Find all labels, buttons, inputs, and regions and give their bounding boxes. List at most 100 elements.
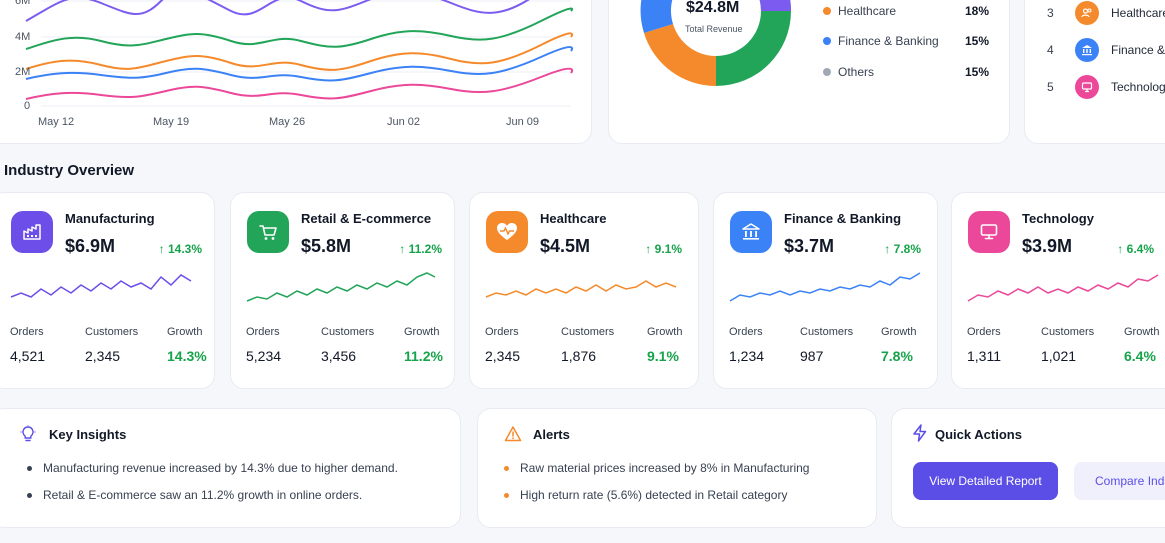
legend-dot bbox=[823, 68, 831, 76]
arrow-up-icon: ↑ bbox=[884, 242, 894, 256]
ranking-label: Healthcare bbox=[1111, 6, 1165, 20]
stat-label-customers: Customers bbox=[85, 326, 139, 338]
stat-customers: 3,456 bbox=[321, 348, 357, 364]
industry-card-manufacturing[interactable]: Manufacturing $6.9M ↑ 14.3% Orders Custo… bbox=[0, 192, 215, 389]
stat-label-orders: Orders bbox=[729, 326, 763, 338]
stat-customers: 2,345 bbox=[85, 348, 121, 364]
industry-growth-badge: ↑ 11.2% bbox=[399, 242, 442, 256]
legend-dot bbox=[823, 7, 831, 15]
revenue-distribution-card: $24.8M Total Revenue Healthcare 18% Fina… bbox=[608, 0, 1010, 144]
stat-label-customers: Customers bbox=[1041, 326, 1095, 338]
stat-growth: 14.3% bbox=[167, 348, 207, 364]
stat-label-orders: Orders bbox=[246, 326, 280, 338]
heart-icon bbox=[486, 211, 528, 253]
arrow-up-icon: ↑ bbox=[1117, 242, 1127, 256]
growth-value: 11.2% bbox=[408, 242, 442, 256]
cart-icon bbox=[247, 211, 289, 253]
alert-text: Raw material prices increased by 8% in M… bbox=[520, 461, 810, 475]
panel-title: Key Insights bbox=[49, 427, 127, 442]
stat-label-growth: Growth bbox=[167, 326, 203, 338]
sparkline-path bbox=[485, 280, 677, 298]
stat-label-orders: Orders bbox=[967, 326, 1001, 338]
sparkline-path bbox=[967, 274, 1159, 302]
bank-icon bbox=[730, 211, 772, 253]
sparkline bbox=[485, 280, 677, 298]
revenue-trend-chart bbox=[25, 0, 574, 107]
industry-card-finance[interactable]: Finance & Banking $3.7M ↑ 7.8% Orders Cu… bbox=[713, 192, 938, 389]
growth-value: 9.1% bbox=[654, 242, 682, 256]
view-detailed-report-button[interactable]: View Detailed Report bbox=[913, 462, 1058, 500]
lightning-icon bbox=[912, 424, 928, 447]
stat-label-growth: Growth bbox=[1124, 326, 1160, 338]
rank-number: 3 bbox=[1047, 6, 1054, 20]
stat-label-orders: Orders bbox=[485, 326, 519, 338]
industry-card-technology[interactable]: Technology $3.9M ↑ 6.4% Orders Customers… bbox=[951, 192, 1165, 389]
stat-label-orders: Orders bbox=[10, 326, 44, 338]
industry-card-retail[interactable]: Retail & E-commerce $5.8M ↑ 11.2% Orders… bbox=[230, 192, 455, 389]
growth-value: 6.4% bbox=[1126, 242, 1154, 256]
revenue-trend-card: 6M 4M 2M 0 May 12 May 19 May 26 Jun 02 J… bbox=[0, 0, 592, 144]
quick-actions-panel: Quick Actions View Detailed Report Compa… bbox=[891, 408, 1165, 528]
ranking-item[interactable]: 4 Finance & B bbox=[1047, 38, 1165, 62]
arrow-up-icon: ↑ bbox=[399, 242, 409, 256]
rank-number: 4 bbox=[1047, 43, 1054, 57]
sparkline-path bbox=[10, 274, 192, 298]
sparkline-path bbox=[729, 272, 921, 302]
alert-item: Raw material prices increased by 8% in M… bbox=[504, 461, 809, 475]
legend-label: Healthcare bbox=[838, 4, 897, 18]
industry-revenue: $6.9M bbox=[65, 236, 116, 256]
growth-value: 14.3% bbox=[167, 242, 202, 256]
industry-name: Finance & Banking bbox=[784, 211, 902, 226]
stat-orders: 2,345 bbox=[485, 348, 521, 364]
x-tick: May 19 bbox=[153, 116, 190, 128]
alert-text: High return rate (5.6%) detected in Reta… bbox=[520, 488, 788, 502]
arrow-up-icon: ↑ bbox=[158, 242, 168, 256]
donut-chart bbox=[640, 0, 791, 87]
rank-number: 5 bbox=[1047, 80, 1054, 94]
trend-line-healthcare bbox=[25, 32, 574, 71]
compare-industries-button[interactable]: Compare Indu bbox=[1074, 462, 1165, 500]
monitor-icon bbox=[968, 211, 1010, 253]
donut-segment-finance bbox=[640, 0, 673, 33]
stat-label-growth: Growth bbox=[881, 326, 917, 338]
industry-growth-badge: ↑ 6.4% bbox=[1117, 242, 1154, 256]
alerts-panel: Alerts Raw material prices increased by … bbox=[477, 408, 877, 528]
bullet-dot bbox=[504, 465, 509, 471]
industry-card-healthcare[interactable]: Healthcare $4.5M ↑ 9.1% Orders Customers… bbox=[469, 192, 699, 389]
x-tick: Jun 02 bbox=[387, 116, 421, 128]
arrow-up-icon: ↑ bbox=[645, 242, 655, 256]
ranking-label: Finance & B bbox=[1111, 43, 1165, 57]
legend-label: Others bbox=[838, 65, 875, 79]
x-tick: May 26 bbox=[269, 116, 306, 128]
legend-pct: 18% bbox=[965, 4, 990, 18]
stat-label-growth: Growth bbox=[404, 326, 440, 338]
users-icon bbox=[1075, 1, 1099, 25]
stat-growth: 6.4% bbox=[1124, 348, 1156, 364]
warning-icon bbox=[504, 425, 522, 448]
insight-item: Manufacturing revenue increased by 14.3%… bbox=[27, 461, 398, 475]
trend-line-finance bbox=[25, 46, 574, 82]
x-tick: Jun 09 bbox=[506, 116, 540, 128]
donut-center-label: Total Revenue bbox=[685, 24, 743, 34]
y-tick: 4M bbox=[15, 31, 31, 43]
factory-icon bbox=[11, 211, 53, 253]
ranking-item[interactable]: 3 Healthcare bbox=[1047, 1, 1165, 25]
industry-revenue: $4.5M bbox=[540, 236, 591, 256]
trend-line-manufacturing bbox=[25, 0, 530, 22]
bullet-dot bbox=[27, 492, 32, 498]
donut-center-value: $24.8M bbox=[686, 0, 740, 16]
key-insights-panel: Key Insights Manufacturing revenue incre… bbox=[0, 408, 461, 528]
trend-line-technology bbox=[25, 67, 574, 100]
donut-segment-manufacturing bbox=[759, 0, 791, 11]
stat-label-growth: Growth bbox=[647, 326, 683, 338]
growth-value: 7.8% bbox=[893, 242, 921, 256]
bank-icon bbox=[1075, 38, 1099, 62]
bullet-dot bbox=[504, 492, 509, 498]
industry-name: Technology bbox=[1022, 211, 1094, 226]
ranking-item[interactable]: 5 Technology bbox=[1047, 75, 1165, 99]
legend-item-others: Others bbox=[823, 65, 874, 79]
panel-title: Quick Actions bbox=[935, 427, 1022, 442]
alert-item: High return rate (5.6%) detected in Reta… bbox=[504, 488, 787, 502]
insight-text: Manufacturing revenue increased by 14.3%… bbox=[43, 461, 398, 475]
ranking-label: Technology bbox=[1111, 80, 1165, 94]
